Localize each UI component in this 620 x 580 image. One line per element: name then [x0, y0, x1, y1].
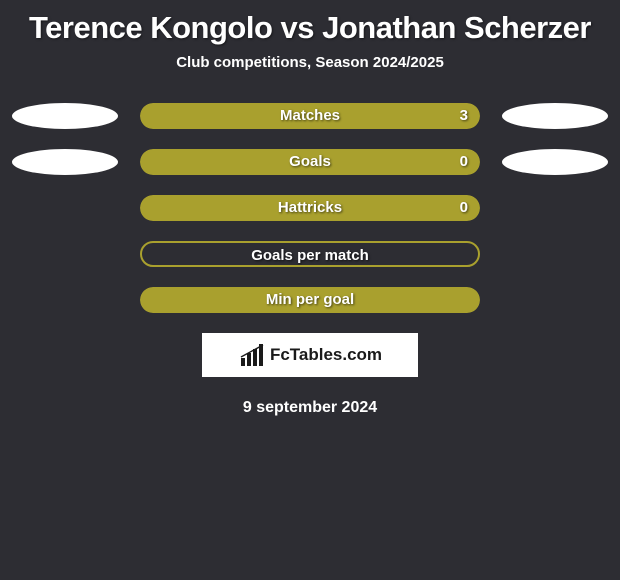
stat-row: Hattricks0 [0, 195, 620, 221]
stat-bar: Matches3 [140, 103, 480, 129]
ellipse-right [502, 149, 608, 175]
page-subtitle: Club competitions, Season 2024/2025 [0, 54, 620, 103]
stat-bar: Goals per match [140, 241, 480, 267]
ellipse-left [12, 149, 118, 175]
ellipse-left [12, 195, 118, 221]
ellipse-left [12, 103, 118, 129]
stat-label: Matches [140, 103, 480, 129]
stats-list: Matches3Goals0Hattricks0Goals per matchM… [0, 103, 620, 313]
ellipse-right [502, 241, 608, 267]
ellipse-left [12, 287, 118, 313]
fctables-logo-box: FcTables.com [202, 333, 418, 377]
stat-row: Goals0 [0, 149, 620, 175]
stat-label: Goals [140, 149, 480, 175]
stat-label: Goals per match [142, 243, 478, 267]
bars-icon [238, 344, 266, 366]
stat-bar: Hattricks0 [140, 195, 480, 221]
ellipse-right [502, 103, 608, 129]
stat-row: Min per goal [0, 287, 620, 313]
fctables-logo: FcTables.com [238, 344, 382, 366]
stat-value: 0 [460, 149, 468, 175]
comparison-card: Terence Kongolo vs Jonathan Scherzer Clu… [0, 0, 620, 417]
stat-label: Min per goal [140, 287, 480, 313]
stat-value: 0 [460, 195, 468, 221]
stat-bar: Goals0 [140, 149, 480, 175]
stat-row: Goals per match [0, 241, 620, 267]
stat-label: Hattricks [140, 195, 480, 221]
stat-row: Matches3 [0, 103, 620, 129]
ellipse-right [502, 195, 608, 221]
fctables-logo-text: FcTables.com [270, 345, 382, 365]
ellipse-left [12, 241, 118, 267]
page-title: Terence Kongolo vs Jonathan Scherzer [0, 4, 620, 54]
stat-bar: Min per goal [140, 287, 480, 313]
date-text: 9 september 2024 [0, 399, 620, 417]
stat-value: 3 [460, 103, 468, 129]
ellipse-right [502, 287, 608, 313]
